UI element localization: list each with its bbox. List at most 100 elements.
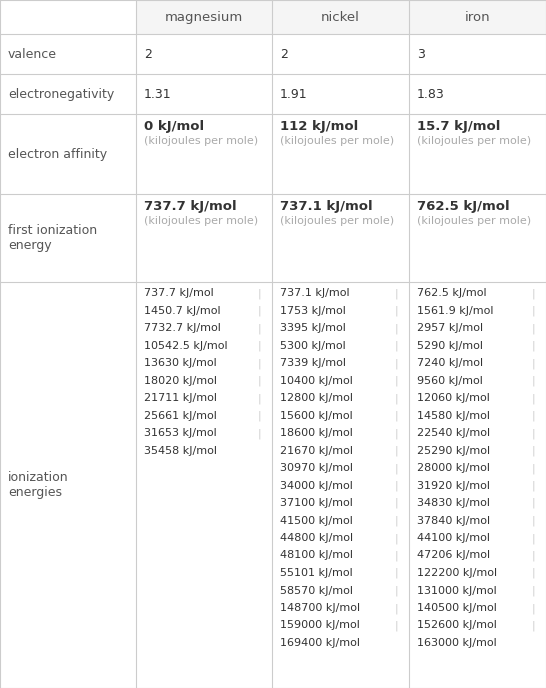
Text: 30970 kJ/mol: 30970 kJ/mol (280, 463, 353, 473)
Text: ionization
energies: ionization energies (8, 471, 69, 499)
Text: 163000 kJ/mol: 163000 kJ/mol (417, 638, 497, 648)
Text: |: | (532, 376, 536, 386)
Text: |: | (395, 480, 399, 491)
Text: 14580 kJ/mol: 14580 kJ/mol (417, 411, 490, 420)
Text: 15.7 kJ/mol: 15.7 kJ/mol (417, 120, 500, 133)
Text: 48100 kJ/mol: 48100 kJ/mol (280, 550, 353, 561)
Text: 737.1 kJ/mol: 737.1 kJ/mol (280, 200, 372, 213)
Text: 2957 kJ/mol: 2957 kJ/mol (417, 323, 483, 333)
Text: 55101 kJ/mol: 55101 kJ/mol (280, 568, 353, 578)
Text: |: | (395, 550, 399, 561)
Text: |: | (532, 480, 536, 491)
Text: |: | (532, 393, 536, 403)
Text: |: | (532, 446, 536, 456)
Text: 7732.7 kJ/mol: 7732.7 kJ/mol (144, 323, 221, 333)
Text: (kilojoules per mole): (kilojoules per mole) (144, 216, 258, 226)
Text: 1753 kJ/mol: 1753 kJ/mol (280, 305, 346, 316)
Text: |: | (395, 603, 399, 614)
Text: |: | (395, 376, 399, 386)
Text: 140500 kJ/mol: 140500 kJ/mol (417, 603, 497, 613)
Text: 148700 kJ/mol: 148700 kJ/mol (280, 603, 360, 613)
Text: 737.7 kJ/mol: 737.7 kJ/mol (144, 288, 213, 298)
Text: 0 kJ/mol: 0 kJ/mol (144, 120, 204, 133)
Text: |: | (532, 358, 536, 369)
Text: |: | (532, 568, 536, 579)
Text: |: | (532, 621, 536, 631)
Text: 10542.5 kJ/mol: 10542.5 kJ/mol (144, 341, 228, 350)
Text: 12060 kJ/mol: 12060 kJ/mol (417, 393, 490, 403)
Text: |: | (258, 288, 262, 299)
Text: 131000 kJ/mol: 131000 kJ/mol (417, 585, 497, 596)
Text: 1.83: 1.83 (417, 87, 445, 100)
Text: (kilojoules per mole): (kilojoules per mole) (280, 216, 394, 226)
Text: 762.5 kJ/mol: 762.5 kJ/mol (417, 288, 486, 298)
Text: 21670 kJ/mol: 21670 kJ/mol (280, 446, 353, 455)
Text: 44100 kJ/mol: 44100 kJ/mol (417, 533, 490, 543)
Text: 12800 kJ/mol: 12800 kJ/mol (280, 393, 353, 403)
Text: |: | (395, 446, 399, 456)
Text: 15600 kJ/mol: 15600 kJ/mol (280, 411, 353, 420)
Text: |: | (532, 341, 536, 351)
Text: (kilojoules per mole): (kilojoules per mole) (144, 136, 258, 146)
Text: |: | (532, 323, 536, 334)
Text: |: | (395, 323, 399, 334)
Text: 1.91: 1.91 (280, 87, 307, 100)
Text: 3395 kJ/mol: 3395 kJ/mol (280, 323, 346, 333)
Text: 2: 2 (280, 47, 288, 61)
Text: |: | (532, 603, 536, 614)
Text: 37100 kJ/mol: 37100 kJ/mol (280, 498, 353, 508)
Text: 18600 kJ/mol: 18600 kJ/mol (280, 428, 353, 438)
Text: |: | (395, 515, 399, 526)
Text: 169400 kJ/mol: 169400 kJ/mol (280, 638, 360, 648)
Text: 5300 kJ/mol: 5300 kJ/mol (280, 341, 346, 350)
Text: 112 kJ/mol: 112 kJ/mol (280, 120, 358, 133)
Text: |: | (532, 585, 536, 596)
Text: |: | (395, 288, 399, 299)
Text: iron: iron (465, 10, 490, 23)
Text: |: | (395, 463, 399, 473)
Text: |: | (395, 393, 399, 403)
Text: |: | (532, 533, 536, 544)
Text: 47206 kJ/mol: 47206 kJ/mol (417, 550, 490, 561)
Text: 5290 kJ/mol: 5290 kJ/mol (417, 341, 483, 350)
Text: 31920 kJ/mol: 31920 kJ/mol (417, 480, 490, 491)
Text: 34830 kJ/mol: 34830 kJ/mol (417, 498, 490, 508)
Text: |: | (532, 305, 536, 316)
Text: 7339 kJ/mol: 7339 kJ/mol (280, 358, 346, 368)
Text: |: | (258, 323, 262, 334)
Text: |: | (395, 621, 399, 631)
Text: 37840 kJ/mol: 37840 kJ/mol (417, 515, 490, 526)
Text: 34000 kJ/mol: 34000 kJ/mol (280, 480, 353, 491)
Text: |: | (395, 411, 399, 421)
Text: |: | (532, 463, 536, 473)
Text: 1561.9 kJ/mol: 1561.9 kJ/mol (417, 305, 494, 316)
Text: 1450.7 kJ/mol: 1450.7 kJ/mol (144, 305, 221, 316)
Text: |: | (532, 515, 536, 526)
Text: 28000 kJ/mol: 28000 kJ/mol (417, 463, 490, 473)
Text: (kilojoules per mole): (kilojoules per mole) (417, 136, 531, 146)
Text: |: | (258, 358, 262, 369)
Text: |: | (258, 428, 262, 438)
Text: 25290 kJ/mol: 25290 kJ/mol (417, 446, 490, 455)
Text: |: | (395, 428, 399, 438)
Text: |: | (532, 428, 536, 438)
Text: 41500 kJ/mol: 41500 kJ/mol (280, 515, 353, 526)
Text: 58570 kJ/mol: 58570 kJ/mol (280, 585, 353, 596)
Text: |: | (395, 585, 399, 596)
Text: |: | (532, 498, 536, 508)
Text: 1.31: 1.31 (144, 87, 171, 100)
Text: 737.7 kJ/mol: 737.7 kJ/mol (144, 200, 236, 213)
Text: 152600 kJ/mol: 152600 kJ/mol (417, 621, 497, 630)
Text: |: | (258, 341, 262, 351)
Text: 22540 kJ/mol: 22540 kJ/mol (417, 428, 490, 438)
Text: 21711 kJ/mol: 21711 kJ/mol (144, 393, 217, 403)
Text: nickel: nickel (321, 10, 360, 23)
Text: electronegativity: electronegativity (8, 87, 114, 100)
Text: |: | (258, 376, 262, 386)
Text: |: | (395, 341, 399, 351)
Text: |: | (532, 550, 536, 561)
Text: 122200 kJ/mol: 122200 kJ/mol (417, 568, 497, 578)
Text: (kilojoules per mole): (kilojoules per mole) (280, 136, 394, 146)
Text: |: | (258, 393, 262, 403)
Text: |: | (532, 411, 536, 421)
